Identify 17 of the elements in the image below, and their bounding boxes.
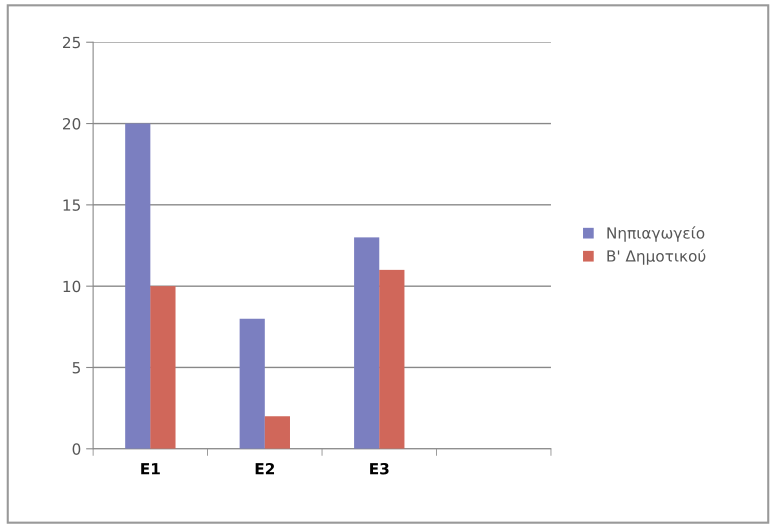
x-tick-label: E3 [370,462,389,475]
x-tick-label: E2 [256,462,274,474]
legend-label: Νηπιαγωγείο [607,226,704,242]
x-tick-label: E1 [141,463,160,474]
y-tick-label: 10 [64,280,80,292]
bar [354,237,380,449]
y-tick-label: 20 [62,118,80,130]
y-tick-label: 25 [62,36,80,48]
bar [240,318,265,449]
bar [125,124,150,449]
bar [150,286,176,449]
y-tick-label: 5 [72,362,80,374]
bar [379,270,404,449]
legend-label: Β' Δημοτικού [607,249,706,265]
y-tick-label: 15 [64,200,80,211]
bar [264,416,290,449]
y-tick-label: 0 [72,443,80,455]
